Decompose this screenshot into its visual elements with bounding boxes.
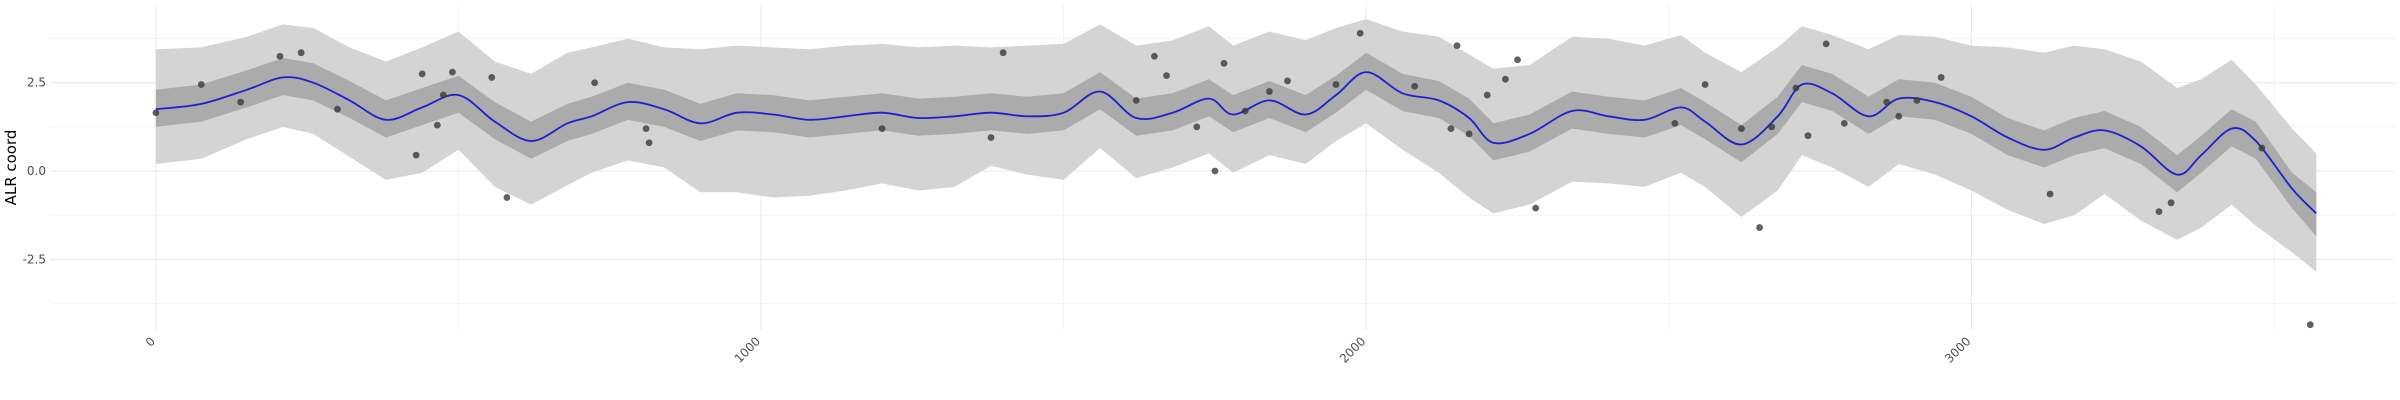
- data-point: [2155, 208, 2163, 216]
- data-point: [1465, 130, 1473, 138]
- data-point: [297, 49, 305, 57]
- y-tick-label: 2.5: [27, 76, 46, 90]
- data-point: [503, 194, 511, 201]
- mean-curve-line: [155, 71, 2317, 215]
- data-point: [642, 125, 650, 133]
- data-point: [197, 81, 205, 88]
- data-point: [2046, 190, 2054, 198]
- data-point: [1356, 29, 1364, 37]
- data-point: [449, 68, 456, 76]
- data-point: [1738, 125, 1745, 133]
- data-point: [1193, 123, 1201, 131]
- data-point: [1211, 167, 1219, 175]
- x-tick-label: 2000: [1337, 334, 1368, 365]
- data-point: [645, 139, 653, 147]
- y-axis-title: ALR coord: [2, 130, 20, 206]
- data-point: [2167, 199, 2175, 207]
- data-point: [1883, 98, 1891, 106]
- inner-confidence-band: [155, 52, 2317, 237]
- data-point: [878, 125, 886, 133]
- data-point: [999, 49, 1007, 57]
- data-point: [1151, 52, 1158, 60]
- data-point: [1447, 125, 1455, 133]
- data-point: [1913, 96, 1921, 104]
- y-axis-ticks: -2.5 0.0 2.5: [23, 76, 46, 267]
- data-point: [488, 74, 496, 81]
- outer-confidence-band: [155, 19, 2317, 272]
- data-point: [1895, 112, 1903, 120]
- data-point: [237, 98, 245, 106]
- data-point: [1266, 88, 1273, 95]
- data-point: [1822, 40, 1830, 48]
- x-axis-ticks: 0 1000 2000 3000: [143, 334, 1974, 365]
- data-point: [1701, 81, 1709, 88]
- data-point: [2258, 144, 2266, 152]
- data-point: [412, 151, 420, 159]
- x-tick-label: 3000: [1942, 334, 1973, 365]
- y-tick-label: 0.0: [27, 164, 46, 178]
- data-point: [418, 70, 426, 78]
- data-point: [1671, 119, 1679, 127]
- data-point: [1332, 81, 1340, 88]
- data-point: [591, 79, 599, 87]
- data-point: [2306, 321, 2314, 329]
- data-point: [1804, 132, 1812, 140]
- data-point: [433, 121, 441, 129]
- data-point: [1132, 96, 1140, 104]
- data-point: [1840, 119, 1848, 127]
- data-point: [1284, 77, 1291, 85]
- data-point: [1502, 75, 1509, 83]
- data-point: [1768, 123, 1776, 131]
- observed-points: [152, 29, 2314, 329]
- data-point: [152, 109, 160, 117]
- data-point: [1241, 107, 1249, 115]
- data-point: [1532, 204, 1540, 212]
- y-tick-label: -2.5: [23, 252, 46, 266]
- data-point: [1453, 42, 1461, 50]
- data-point: [1514, 56, 1521, 64]
- data-point: [439, 91, 447, 99]
- data-point: [1756, 224, 1763, 231]
- data-point: [334, 105, 341, 113]
- data-point: [1411, 82, 1419, 90]
- data-point: [987, 134, 995, 141]
- data-point: [1220, 59, 1228, 67]
- data-point: [1792, 84, 1800, 92]
- x-tick-label: 1000: [732, 334, 763, 365]
- data-point: [1163, 72, 1170, 80]
- x-tick-label: 0: [143, 334, 158, 349]
- data-point: [276, 52, 284, 60]
- data-point: [1937, 74, 1945, 81]
- data-point: [1483, 91, 1491, 99]
